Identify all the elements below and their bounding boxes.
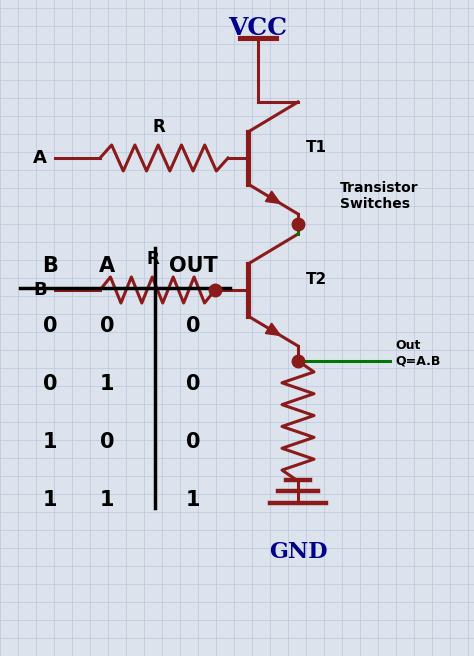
Text: GND: GND [269, 541, 327, 563]
Text: 0: 0 [100, 432, 114, 452]
Text: 1: 1 [43, 432, 57, 452]
Text: B: B [33, 281, 47, 299]
Text: R: R [153, 118, 165, 136]
Text: VCC: VCC [228, 16, 288, 40]
Text: Out
Q=A.B: Out Q=A.B [395, 339, 440, 367]
Text: A: A [99, 256, 115, 276]
Text: 0: 0 [43, 374, 57, 394]
Text: B: B [42, 256, 58, 276]
Text: 1: 1 [43, 489, 57, 510]
Polygon shape [265, 191, 281, 203]
Text: R: R [146, 250, 159, 268]
Text: T1: T1 [306, 140, 327, 155]
Text: 0: 0 [186, 432, 200, 452]
Text: 1: 1 [186, 489, 200, 510]
Text: 0: 0 [186, 316, 200, 336]
Text: Transistor
Switches: Transistor Switches [340, 181, 419, 211]
Polygon shape [265, 323, 281, 335]
Text: 1: 1 [100, 374, 114, 394]
Text: 0: 0 [43, 316, 57, 336]
Text: OUT: OUT [169, 256, 218, 276]
Text: 1: 1 [100, 489, 114, 510]
Text: A: A [33, 149, 47, 167]
Text: 0: 0 [100, 316, 114, 336]
Text: T2: T2 [306, 272, 327, 287]
Text: 0: 0 [186, 374, 200, 394]
